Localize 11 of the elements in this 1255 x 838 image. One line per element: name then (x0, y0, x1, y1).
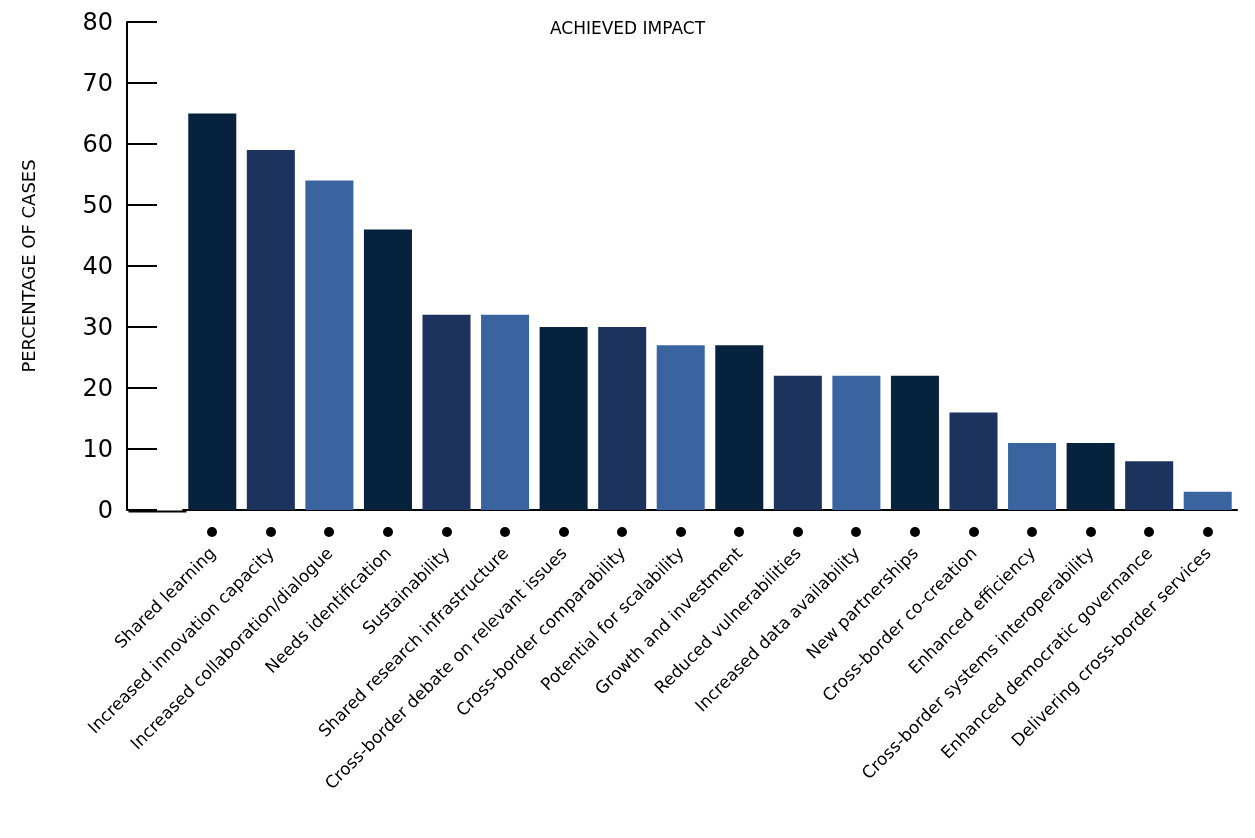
y-tick-label: 60 (82, 130, 113, 158)
y-tick-label: 10 (82, 435, 113, 463)
y-tick-label: 80 (82, 8, 113, 36)
y-tick-label: 50 (82, 191, 113, 219)
y-tick-label: 0 (97, 496, 113, 524)
chart-title: ACHIEVED IMPACT (549, 17, 706, 38)
y-axis-title: PERCENTAGE OF CASES (17, 159, 39, 373)
y-tick-label: 40 (82, 252, 113, 280)
y-tick-label: 30 (82, 313, 113, 341)
y-tick-label: 70 (82, 69, 113, 97)
y-tick-label: 20 (82, 374, 113, 402)
